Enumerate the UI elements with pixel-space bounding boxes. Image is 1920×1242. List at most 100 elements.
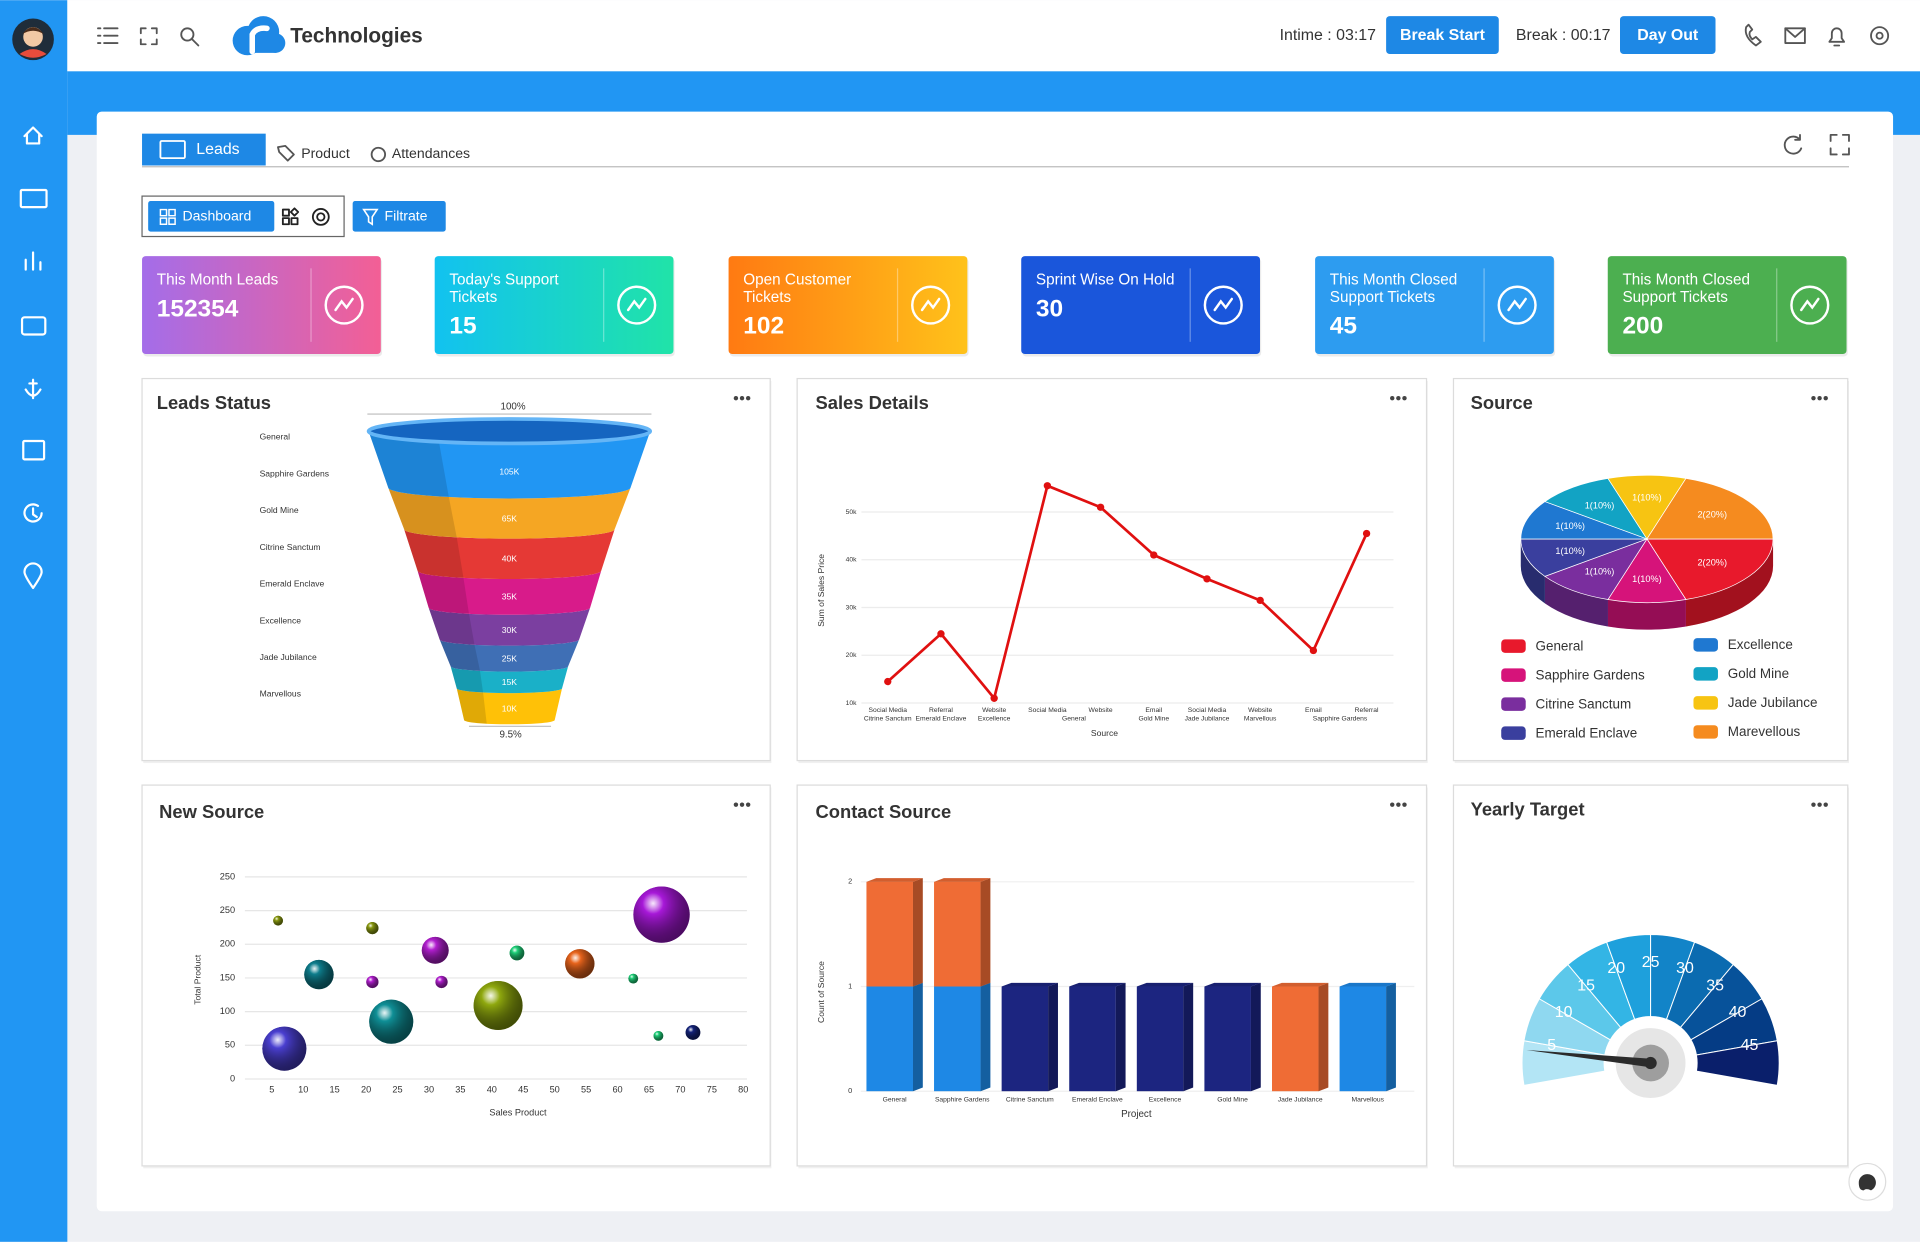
bar-side-shade [980, 982, 991, 1092]
bar-side-shade [1250, 982, 1261, 1092]
x-tick-label: 55 [581, 1084, 591, 1094]
panel-menu-dot[interactable] [739, 802, 745, 807]
panel-menu-dot[interactable] [739, 395, 745, 401]
target-icon[interactable] [311, 208, 330, 226]
legend-label: Marevellous [1728, 724, 1801, 739]
panel-menu-dot[interactable] [1402, 802, 1407, 807]
dashboard-button[interactable] [148, 201, 275, 232]
panel-menu-dot[interactable] [1817, 395, 1822, 401]
bar-top [866, 878, 923, 882]
panel-menu-dot[interactable] [1390, 395, 1395, 401]
y-tick-label: 50k [846, 509, 857, 516]
x-tick-label: Website [982, 707, 1006, 714]
tab-label[interactable]: Attendances [392, 145, 470, 161]
day-out-label[interactable]: Day Out [1637, 27, 1699, 44]
x-group-label: Sapphire Gardens [1313, 716, 1368, 723]
tab-label[interactable]: Product [301, 145, 350, 161]
pie-slice [1544, 538, 1648, 600]
tab-label[interactable]: Leads [196, 141, 239, 158]
gauge-tick-label: 15 [1577, 977, 1595, 994]
line-point [1096, 503, 1105, 511]
panel-menu-dot[interactable] [1811, 395, 1816, 401]
break-start-button[interactable] [1386, 16, 1499, 55]
panel-menu-dot[interactable] [1402, 395, 1407, 401]
panel-menu-dot[interactable] [1823, 395, 1828, 401]
x-tick-label: Email [1145, 707, 1162, 714]
filter-button[interactable] [352, 201, 446, 232]
calendar-icon[interactable] [22, 439, 46, 461]
funnel-segment [388, 487, 631, 539]
bar-side [1183, 982, 1194, 1092]
chart-icon[interactable] [24, 251, 42, 271]
gear-icon[interactable] [1870, 26, 1890, 46]
funnel-top [366, 417, 653, 446]
stat-card [1315, 256, 1554, 355]
x-tick-label: 30 [424, 1084, 434, 1094]
card-title: Sprint Wise On Hold [1036, 272, 1175, 289]
panel-menu-dot[interactable] [1811, 802, 1816, 807]
gear-hub [1875, 31, 1884, 40]
card-title: This Month Closed [1622, 272, 1750, 289]
funnel-value-label: 65K [502, 514, 518, 524]
widgets-icon[interactable] [281, 207, 300, 226]
day-out-button[interactable] [1620, 16, 1716, 55]
location-icon[interactable] [23, 562, 43, 590]
y-tick-label: 40k [846, 557, 857, 564]
funnel-bottom-label: 9.5% [499, 729, 522, 740]
stat-card [142, 256, 381, 355]
bubble [369, 999, 414, 1044]
panel-menu-dot[interactable] [1823, 802, 1828, 807]
panel-menu-dot[interactable] [733, 802, 739, 807]
filter-label[interactable]: Filtrate [384, 208, 427, 224]
pie-slice [1646, 478, 1774, 540]
sidebar [0, 0, 68, 1242]
funnel-value-label: 10K [502, 703, 518, 713]
refresh-icon[interactable] [1783, 133, 1803, 155]
ticket-icon[interactable] [20, 316, 47, 336]
history-icon[interactable] [23, 503, 43, 523]
pie-slice [1646, 538, 1774, 600]
panel-menu-dot[interactable] [1817, 802, 1822, 807]
panel-menu-dot[interactable] [745, 395, 751, 401]
y-tick-label: 2 [848, 877, 852, 886]
mail-icon[interactable] [1784, 27, 1806, 44]
gauge-band [1695, 1040, 1780, 1086]
line-point [884, 677, 892, 686]
header-icons[interactable] [97, 16, 1890, 56]
panel-menu-dot[interactable] [745, 802, 751, 807]
x-tick-label: 65 [644, 1084, 654, 1094]
panel-menu-dot[interactable] [1390, 802, 1395, 807]
expand-icon[interactable] [139, 27, 158, 46]
funnel-shade [439, 639, 480, 671]
gauge-tick-label: 45 [1741, 1037, 1759, 1054]
stat-card [1021, 256, 1260, 355]
panel-menu-dot[interactable] [733, 395, 739, 401]
bubble [473, 981, 523, 1031]
target-inner [316, 212, 326, 222]
bubble [366, 975, 379, 989]
y-tick-label: 20k [846, 652, 857, 659]
bell-icon[interactable] [1828, 27, 1845, 47]
anchor-icon[interactable] [24, 378, 42, 400]
avatar[interactable] [12, 18, 54, 61]
panel-menu-dot[interactable] [1396, 802, 1401, 807]
menu-icon[interactable] [97, 27, 119, 44]
bar-side-shade [912, 878, 923, 987]
search-icon[interactable] [180, 27, 195, 42]
x-tick-label: 20 [361, 1084, 371, 1094]
fullscreen-icon[interactable] [1829, 133, 1850, 156]
home-icon[interactable] [23, 126, 43, 145]
funnel-value-label: 15K [502, 677, 518, 687]
tab-leads-active[interactable] [142, 133, 266, 166]
funnel-segment [439, 639, 580, 672]
bar-top-shade [866, 878, 923, 882]
bar-segment [934, 986, 981, 1092]
x-tick-label: Jade Jubilance [1278, 1097, 1323, 1104]
break-start-label[interactable]: Break Start [1400, 27, 1486, 44]
card-value: 15 [449, 313, 476, 340]
dashboard-label[interactable]: Dashboard [182, 208, 251, 224]
sidebar-icons[interactable] [19, 126, 48, 590]
leads-icon[interactable] [19, 188, 48, 209]
panel-menu-dot[interactable] [1396, 395, 1401, 401]
phone-icon[interactable] [1744, 23, 1762, 47]
